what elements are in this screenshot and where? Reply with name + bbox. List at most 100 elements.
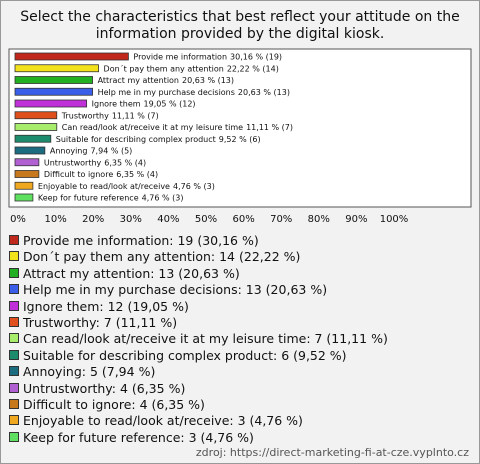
bar <box>14 87 93 96</box>
legend-item: Keep for future reference: 3 (4,76 %) <box>9 430 388 446</box>
data-label: Suitable for describing complex product 9… <box>56 134 261 143</box>
data-label: Annoying 7,94 % (5) <box>50 146 132 155</box>
legend-label: Trustworthy: 7 (11,11 %) <box>23 314 178 330</box>
legend-item: Untrustworthy: 4 (6,35 %) <box>9 381 388 397</box>
value-label: 4,76 % (3) <box>142 193 184 202</box>
legend-label: Provide me information: 19 (30,16 %) <box>23 233 259 248</box>
data-label: Attract my attention 20,63 % (13) <box>98 76 234 85</box>
bar <box>14 181 34 190</box>
data-label: Trustworthy 11,11 % (7) <box>61 111 159 120</box>
value-label: 6,35 % (4) <box>116 170 158 179</box>
value-label: 11,11 % (7) <box>112 111 159 120</box>
legend: Provide me information: 19 (30,16 %) Don´… <box>9 233 388 446</box>
legend-swatch <box>9 333 19 344</box>
data-label: Provide me information 30,16 % (19) <box>133 52 282 61</box>
data-label: Difficult to ignore 6,35 % (4) <box>44 170 158 179</box>
source: zdroj: https://direct-marketing-fi-at-cz… <box>195 446 469 459</box>
category-label: Enjoyable to read/look at/receive <box>38 181 170 190</box>
legend-label: Help me in my purchase decisions: 13 (20… <box>23 282 328 298</box>
legend-label: Keep for future reference: 3 (4,76 %) <box>23 429 254 445</box>
legend-label: Untrustworthy: 4 (6,35 %) <box>23 380 186 396</box>
value-label: 4,76 % (3) <box>173 181 215 190</box>
data-label: Enjoyable to read/look at/receive 4,76 % … <box>38 181 215 190</box>
legend-label: Can read/look at/receive it at my leisur… <box>23 331 388 347</box>
x-tick-label: 30% <box>120 214 142 225</box>
bar <box>14 52 129 61</box>
bar <box>14 158 40 167</box>
x-tick-label: 20% <box>82 214 104 225</box>
legend-item: Provide me information: 19 (30,16 %) <box>9 233 388 249</box>
x-tick-label: 100% <box>380 214 409 225</box>
legend-item: Help me in my purchase decisions: 13 (20… <box>9 282 388 298</box>
category-label: Can read/look at/receive it at my leisur… <box>62 123 243 132</box>
value-label: 6,35 % (4) <box>104 158 146 167</box>
legend-item: Don´t pay them any attention: 14 (22,22 … <box>9 249 388 265</box>
value-label: 9,52 % (6) <box>219 134 261 143</box>
category-label: Don´t pay them any attention <box>104 63 224 73</box>
category-label: Attract my attention <box>98 76 179 85</box>
legend-label: Don´t pay them any attention: 14 (22,22 … <box>23 249 301 265</box>
legend-swatch <box>9 267 19 278</box>
legend-swatch <box>9 431 19 442</box>
legend-swatch <box>9 300 19 311</box>
bar <box>14 111 58 120</box>
legend-label: Difficult to ignore: 4 (6,35 %) <box>23 396 205 412</box>
category-label: Ignore them <box>92 99 141 108</box>
legend-swatch <box>9 316 19 327</box>
data-label: Keep for future reference 4,76 % (3) <box>38 193 184 202</box>
legend-swatch <box>9 366 19 377</box>
category-label: Keep for future reference <box>38 193 139 202</box>
legend-swatch <box>9 382 19 393</box>
category-label: Provide me information <box>133 52 227 61</box>
value-label: 20,63 % (13) <box>238 87 290 96</box>
data-label: Ignore them 19,05 % (12) <box>92 99 196 108</box>
bar <box>14 76 93 84</box>
category-label: Help me in my purchase decisions <box>98 87 235 96</box>
x-tick-label: 60% <box>232 214 254 225</box>
bar <box>14 64 99 73</box>
legend-item: Trustworthy: 7 (11,11 %) <box>9 315 388 331</box>
bar <box>14 146 46 155</box>
x-tick-label: 80% <box>308 214 330 225</box>
category-label: Annoying <box>50 146 88 155</box>
legend-label: Ignore them: 12 (19,05 %) <box>23 298 189 314</box>
legend-label: Annoying: 5 (7,94 %) <box>23 364 156 380</box>
legend-swatch <box>9 415 19 426</box>
value-label: 22,22 % (14) <box>227 64 279 73</box>
x-tick-label: 70% <box>270 214 292 225</box>
legend-swatch <box>9 235 19 245</box>
data-label: Can read/look at/receive it at my leisur… <box>62 123 293 132</box>
value-label: 20,63 % (13) <box>182 76 234 85</box>
chart-title: Select the characteristics that best ref… <box>20 9 460 42</box>
data-label: Untrustworthy 6,35 % (4) <box>44 158 146 167</box>
legend-item: Difficult to ignore: 4 (6,35 %) <box>9 397 388 413</box>
legend-label: Enjoyable to read/look at/receive: 3 (4,… <box>23 413 303 429</box>
bar <box>14 99 88 108</box>
legend-item: Ignore them: 12 (19,05 %) <box>9 299 388 315</box>
legend-item: Enjoyable to read/look at/receive: 3 (4,… <box>9 413 388 429</box>
value-label: 11,11 % (7) <box>246 123 293 132</box>
category-label: Suitable for describing complex product <box>56 134 216 143</box>
bar <box>14 193 34 202</box>
plot-frame <box>8 48 472 208</box>
category-label: Trustworthy <box>61 111 109 120</box>
legend-item: Suitable for describing complex product:… <box>9 348 388 364</box>
bar <box>14 170 40 178</box>
legend-label: Suitable for describing complex product:… <box>23 347 347 363</box>
x-tick-label: 0% <box>10 214 26 225</box>
legend-item: Attract my attention: 13 (20,63 %) <box>9 266 388 282</box>
bar <box>14 134 52 143</box>
x-tick-label: 50% <box>195 214 217 225</box>
x-tick-label: 10% <box>44 214 66 225</box>
value-label: 7,94 % (5) <box>90 146 132 155</box>
category-label: Untrustworthy <box>44 158 102 167</box>
value-label: 19,05 % (12) <box>144 99 196 108</box>
legend-swatch <box>9 349 19 360</box>
data-label: Don´t pay them any attention 22,22 % (14) <box>104 63 279 73</box>
chart: 0% 10% 20% 30% 40% 50% 60% 70% 80% 90% 100% Provide… <box>8 48 472 225</box>
data-label: Help me in my purchase decisions 20,63 % … <box>98 87 290 96</box>
value-label: 30,16 % (19) <box>230 52 282 61</box>
legend-label: Attract my attention: 13 (20,63 %) <box>23 265 240 281</box>
x-tick-label: 40% <box>157 214 179 225</box>
